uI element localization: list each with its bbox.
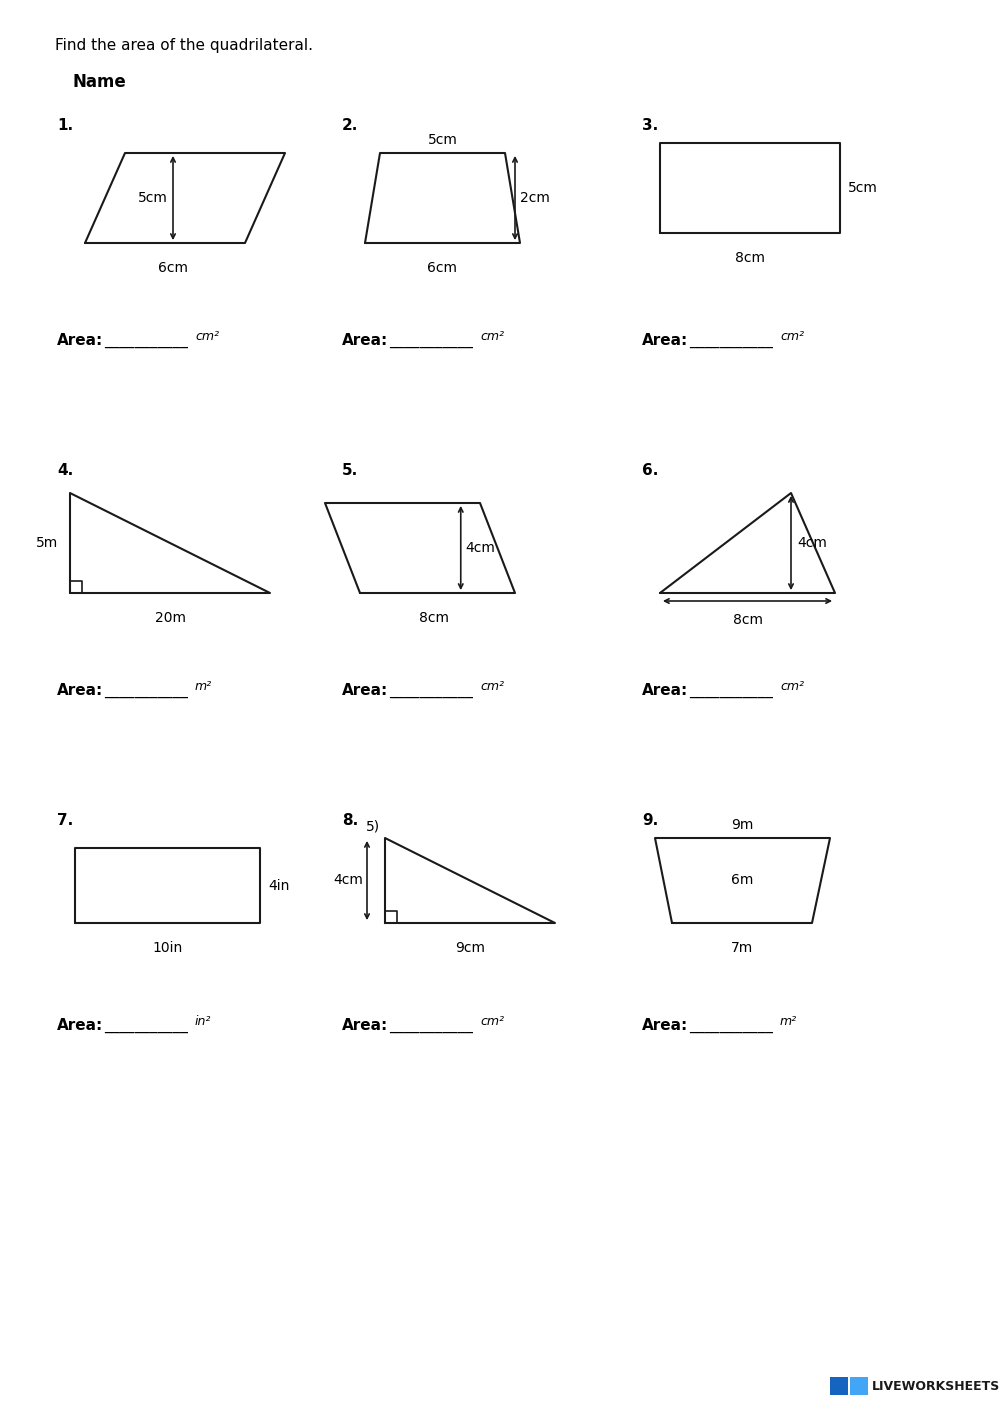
Text: cm²: cm² [480,331,504,343]
Text: cm²: cm² [480,1015,504,1029]
Text: Area:: Area: [57,682,103,698]
Text: ___________: ___________ [389,682,473,698]
Text: 1.: 1. [57,119,73,133]
Text: 8cm: 8cm [419,610,449,625]
Text: 7m: 7m [731,941,753,955]
Text: 4in: 4in [268,879,289,893]
Text: Area:: Area: [642,333,688,348]
Bar [830,1378,848,1395]
Text: Name: Name [72,73,126,90]
Text: 5cm: 5cm [848,181,878,195]
Text: cm²: cm² [780,680,804,692]
Text: Area:: Area: [642,1017,688,1033]
Text: 3.: 3. [642,119,658,133]
Text: 20m: 20m [154,610,186,625]
Text: LIVEWORKSHEETS: LIVEWORKSHEETS [872,1379,1000,1392]
Text: 5.: 5. [342,463,358,478]
Text: ___________: ___________ [389,333,473,348]
Text: 10in: 10in [152,941,183,955]
Text: ___________: ___________ [389,1017,473,1033]
Text: ___________: ___________ [689,333,773,348]
Text: ___________: ___________ [104,333,188,348]
Text: 2.: 2. [342,119,358,133]
Text: Area:: Area: [642,682,688,698]
Text: Area:: Area: [342,1017,388,1033]
Text: cm²: cm² [480,680,504,692]
Text: Area:: Area: [57,333,103,348]
Text: 6m: 6m [731,873,754,887]
Text: 4cm: 4cm [466,541,496,555]
Text: ___________: ___________ [104,682,188,698]
Text: 5cm: 5cm [138,191,168,205]
Text: 6cm: 6cm [158,261,188,276]
Bar [850,1378,868,1395]
Text: 9cm: 9cm [455,941,485,955]
Text: 7.: 7. [57,812,73,828]
Text: cm²: cm² [780,331,804,343]
Text: 9.: 9. [642,812,658,828]
Text: 4.: 4. [57,463,73,478]
Text: in²: in² [195,1015,211,1029]
Text: 6.: 6. [642,463,658,478]
Text: ___________: ___________ [689,682,773,698]
Text: m²: m² [195,680,212,692]
Text: cm²: cm² [195,331,219,343]
Text: 4cm: 4cm [333,873,363,887]
Text: 9m: 9m [731,818,754,832]
Text: Area:: Area: [342,682,388,698]
Text: 6cm: 6cm [428,261,458,276]
Text: 5cm: 5cm [428,133,457,147]
Text: ___________: ___________ [104,1017,188,1033]
Text: 8cm: 8cm [732,613,763,627]
Text: Area:: Area: [57,1017,103,1033]
Text: m²: m² [780,1015,797,1029]
Text: 5): 5) [366,820,380,834]
Text: Find the area of the quadrilateral.: Find the area of the quadrilateral. [55,38,313,54]
Text: 5m: 5m [36,536,58,550]
Text: 8cm: 8cm [735,252,765,266]
Text: 8.: 8. [342,812,358,828]
Text: Area:: Area: [342,333,388,348]
Text: 2cm: 2cm [520,191,550,205]
Text: ___________: ___________ [689,1017,773,1033]
Text: 4cm: 4cm [797,536,827,550]
